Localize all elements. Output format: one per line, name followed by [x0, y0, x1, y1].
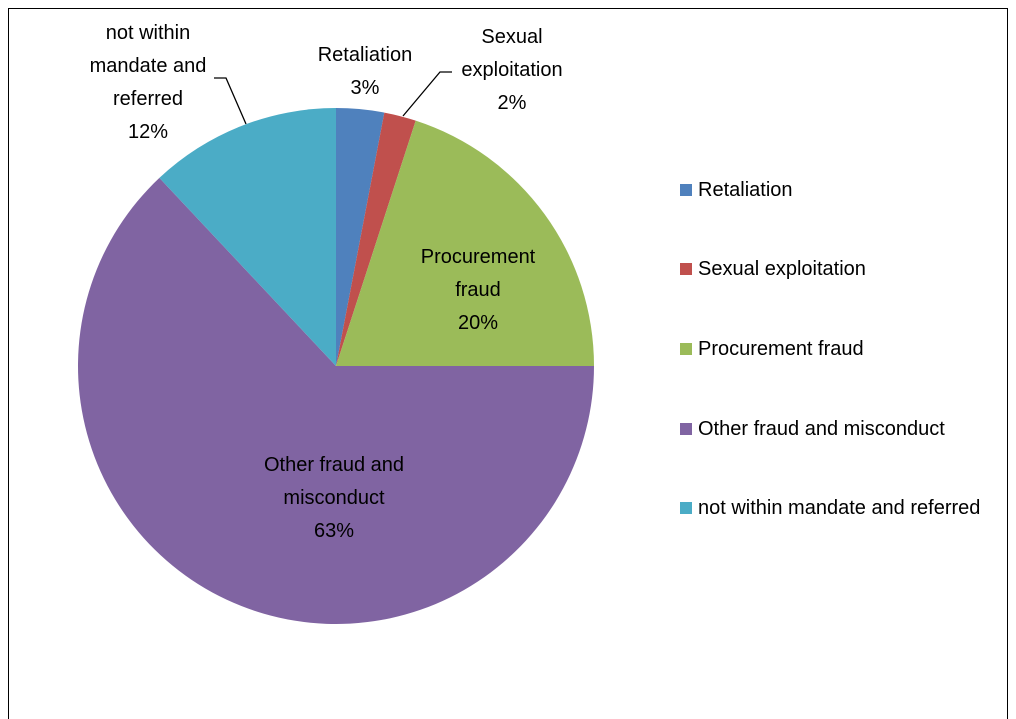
- data-label: Sexual exploitation 2%: [447, 21, 577, 120]
- legend-entry: Retaliation: [680, 174, 998, 206]
- data-label-value: 12%: [127, 121, 169, 143]
- legend-swatch: [680, 423, 692, 435]
- legend-entry: not within mandate and referred: [680, 492, 998, 524]
- data-label-value: 20%: [457, 312, 499, 334]
- pie-slice: [336, 112, 416, 367]
- legend-swatch: [680, 343, 692, 355]
- leader-line: [402, 71, 452, 117]
- data-label-value: 3%: [350, 77, 380, 99]
- data-label: Retaliation 3%: [300, 39, 430, 105]
- data-label-value: 63%: [313, 520, 355, 542]
- data-label-name: Retaliation: [317, 44, 413, 66]
- data-label: Other fraud and misconduct 63%: [242, 449, 427, 548]
- data-label-name: Other fraud and misconduct: [263, 454, 405, 509]
- legend-swatch: [680, 263, 692, 275]
- pie-slice: [336, 108, 385, 366]
- legend-entry: Procurement fraud: [680, 333, 998, 365]
- data-label: Procurement fraud 20%: [403, 241, 553, 340]
- legend-label: Retaliation: [698, 179, 793, 201]
- pie-slice: [159, 108, 336, 366]
- legend-label: Other fraud and misconduct: [698, 418, 945, 440]
- legend-label: Sexual exploitation: [698, 258, 866, 280]
- pie-slice: [336, 120, 594, 367]
- data-label-name: Procurement fraud: [420, 246, 536, 301]
- legend-swatch: [680, 502, 692, 514]
- legend-label: Procurement fraud: [698, 338, 864, 360]
- data-label: not within mandate and referred 12%: [78, 17, 218, 149]
- leader-line: [214, 77, 247, 125]
- legend-label: not within mandate and referred: [698, 497, 981, 519]
- pie-slice: [77, 177, 594, 625]
- legend-entry: Sexual exploitation: [680, 253, 998, 285]
- data-label-name: not within mandate and referred: [89, 22, 207, 110]
- legend-entry: Other fraud and misconduct: [680, 413, 998, 445]
- data-label-value: 2%: [497, 92, 527, 114]
- chart-frame: [8, 8, 1008, 719]
- legend-swatch: [680, 184, 692, 196]
- data-label-name: Sexual exploitation: [461, 26, 563, 81]
